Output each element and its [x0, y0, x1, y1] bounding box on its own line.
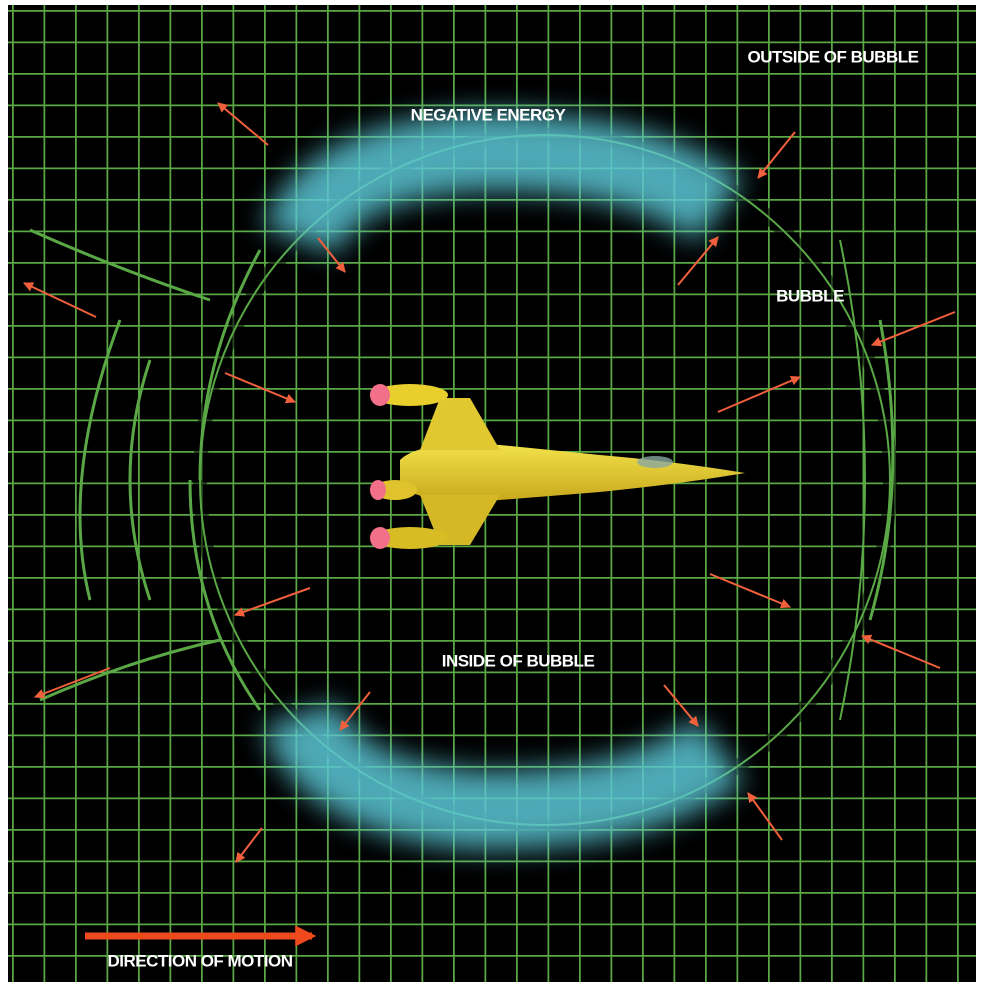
- outside-label: OUTSIDE OF BUBBLE: [748, 47, 919, 66]
- bubble-label: BUBBLE: [776, 286, 844, 305]
- inside-label: INSIDE OF BUBBLE: [442, 651, 595, 670]
- direction-label: DIRECTION OF MOTION: [107, 951, 292, 970]
- negative-energy-band: [263, 112, 744, 850]
- negative-energy-label: NEGATIVE ENERGY: [411, 105, 567, 124]
- expansion-contraction-arrows: [23, 102, 956, 863]
- spaceship: [370, 384, 745, 549]
